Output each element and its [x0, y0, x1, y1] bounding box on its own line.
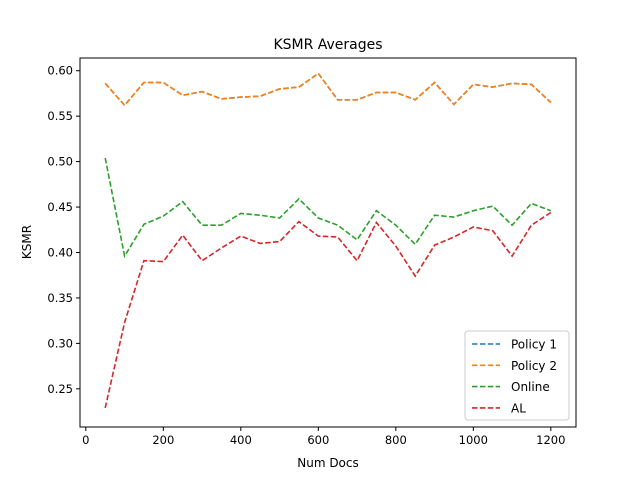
x-tick-label: 200	[152, 433, 174, 447]
y-tick-label: 0.60	[47, 64, 73, 78]
series-line-al	[104, 211, 552, 409]
series-line-online	[104, 157, 552, 259]
chart-title: KSMR Averages	[273, 37, 382, 53]
series-line-policy-2	[104, 72, 552, 107]
legend-box	[464, 330, 570, 421]
legend: Policy 1 Policy 2 Online AL	[464, 330, 570, 421]
legend-label-policy-1: Policy 1	[511, 338, 557, 352]
y-tick-label: 0.45	[47, 200, 73, 214]
x-tick-label: 600	[307, 433, 329, 447]
y-tick-label: 0.35	[47, 291, 73, 305]
x-tick-label: 1000	[459, 433, 488, 447]
x-tick-label: 400	[230, 433, 252, 447]
y-tick-label: 0.50	[47, 155, 73, 169]
legend-label-al: AL	[511, 401, 526, 415]
x-axis-label: Num Docs	[297, 456, 359, 470]
y-axis-ticks: 0.25 0.30 0.35 0.40 0.45 0.50 0.55 0.60	[47, 64, 80, 396]
legend-label-policy-2: Policy 2	[511, 359, 557, 373]
y-tick-label: 0.40	[47, 245, 73, 259]
legend-label-online: Online	[511, 380, 550, 394]
x-tick-label: 0	[82, 433, 89, 447]
series-lines	[104, 72, 552, 409]
y-axis-label: KSMR	[20, 225, 34, 259]
y-tick-label: 0.55	[47, 109, 73, 123]
x-tick-label: 800	[385, 433, 407, 447]
plot-area-frame	[79, 57, 577, 428]
x-tick-label: 1200	[536, 433, 565, 447]
y-tick-label: 0.30	[47, 336, 73, 350]
x-axis-ticks: 0 200 400 600 800 1000 1200	[82, 427, 565, 447]
y-tick-label: 0.25	[47, 382, 73, 396]
